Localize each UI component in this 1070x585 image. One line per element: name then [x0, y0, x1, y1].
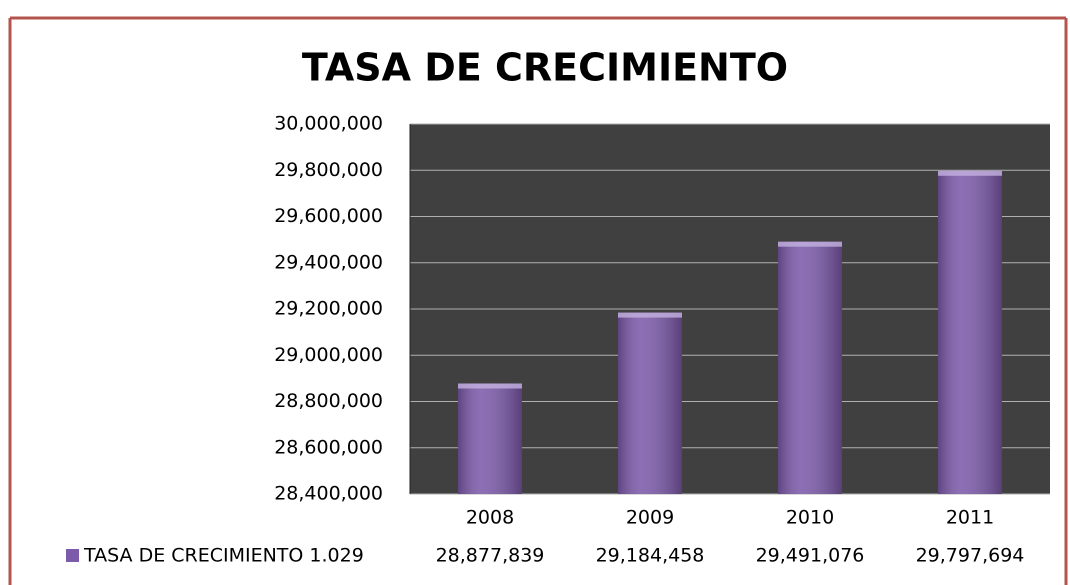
bar-shade [458, 383, 522, 494]
data-table-value: 29,797,694 [916, 545, 1025, 567]
legend-label: TASA DE CRECIMIENTO 1.029 [83, 545, 364, 567]
y-tick-label: 29,000,000 [274, 344, 383, 366]
x-tick-label: 2010 [786, 507, 834, 529]
bar-top [778, 241, 842, 247]
chart-title: TASA DE CRECIMIENTO [302, 46, 788, 90]
y-tick-label: 29,400,000 [274, 251, 383, 273]
y-tick-label: 28,400,000 [274, 483, 383, 505]
legend-swatch [66, 549, 79, 562]
x-tick-label: 2009 [626, 507, 674, 529]
x-tick-label: 2011 [946, 507, 994, 529]
bar-top [458, 383, 522, 389]
x-tick-label: 2008 [466, 507, 514, 529]
y-tick-label: 28,600,000 [274, 436, 383, 458]
bar-shade [778, 241, 842, 494]
y-tick-label: 28,800,000 [274, 390, 383, 412]
bar-shade [938, 170, 1002, 494]
data-table-value: 28,877,839 [436, 545, 545, 567]
y-tick-label: 29,600,000 [274, 205, 383, 227]
bar-shade [618, 312, 682, 494]
data-table-value: 29,491,076 [756, 545, 865, 567]
y-tick-label: 29,800,000 [274, 159, 383, 181]
bar-top [618, 312, 682, 318]
bar-top [938, 170, 1002, 176]
y-tick-label: 30,000,000 [274, 113, 383, 135]
y-tick-label: 29,200,000 [274, 298, 383, 320]
data-table-value: 29,184,458 [596, 545, 705, 567]
